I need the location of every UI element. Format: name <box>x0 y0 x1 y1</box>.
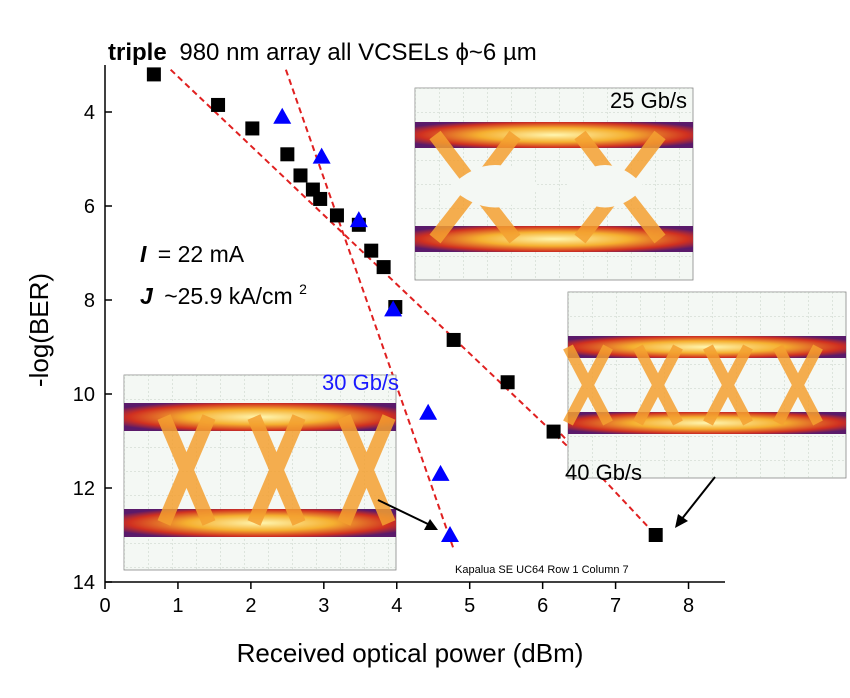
y-tick-label: 14 <box>73 572 95 594</box>
plot-axes <box>104 65 725 583</box>
arrow-40-gbps <box>675 476 716 528</box>
current-annotation: I = 22 mA <box>140 241 245 267</box>
arrow-30-gbps <box>377 499 438 530</box>
x-tick-label: 4 <box>391 595 402 617</box>
data-point <box>313 191 328 206</box>
label-40-gbps: 40 Gb/s <box>565 460 642 485</box>
eye-diagram-25gbps <box>414 87 694 281</box>
data-markers <box>146 67 663 542</box>
label-30-gbps: 30 Gb/s <box>322 370 399 395</box>
eye-inset-grid <box>568 292 846 478</box>
data-point <box>384 300 403 317</box>
chart-title: triple 980 nm array all VCSELs ϕ~6 µm <box>108 39 537 66</box>
fit-line <box>284 69 455 550</box>
arrow-line <box>377 499 431 526</box>
y-axis-label: -log(BER) <box>24 273 54 387</box>
y-tick-label: 6 <box>84 196 95 218</box>
current-density-exponent: 2 <box>299 281 307 297</box>
data-point <box>546 424 561 439</box>
data-point <box>648 528 663 542</box>
arrow-head <box>675 514 688 528</box>
chart-title-bold: triple <box>108 39 167 66</box>
data-point <box>273 107 292 124</box>
x-axis-label: Received optical power (dBm) <box>237 638 584 668</box>
footer-note: Kapalua SE UC64 Row 1 Column 7 <box>455 564 629 576</box>
arrow-head <box>424 519 438 530</box>
arrow-line <box>680 476 716 521</box>
eye-diagram-40gbps <box>563 291 847 479</box>
data-point <box>376 260 391 275</box>
x-tick-label: 3 <box>318 595 329 617</box>
current-density-symbol: J <box>140 283 154 309</box>
current-symbol: I <box>140 241 147 267</box>
eye-crossing <box>157 414 396 526</box>
eye-crossing <box>563 344 823 426</box>
x-tick-label: 5 <box>464 595 475 617</box>
chart-title-rest: 980 nm array all VCSELs ϕ~6 µm <box>179 39 536 66</box>
data-point <box>446 332 461 347</box>
y-tick-label: 12 <box>73 478 95 500</box>
y-tick-group: 4 6 8 10 12 14 <box>73 102 112 594</box>
data-point <box>280 147 295 162</box>
eye-diagram-30gbps <box>123 374 397 571</box>
data-point <box>312 147 331 164</box>
y-tick-label: 10 <box>73 384 95 406</box>
data-point <box>441 526 460 542</box>
current-density-value: ~25.9 kA/cm <box>164 283 292 309</box>
label-25-gbps: 25 Gb/s <box>610 88 687 113</box>
x-tick-label: 2 <box>245 595 256 617</box>
y-tick-label: 8 <box>84 290 95 312</box>
data-point <box>146 67 161 82</box>
x-tick-label: 6 <box>537 595 548 617</box>
current-density-annotation: J ~25.9 kA/cm 2 <box>140 281 307 309</box>
x-tick-label: 1 <box>172 595 183 617</box>
y-tick-label: 4 <box>84 102 95 124</box>
data-point <box>364 243 379 258</box>
data-point <box>293 168 308 183</box>
data-point <box>211 97 226 112</box>
data-point <box>245 121 260 136</box>
x-tick-group: 0 1 2 3 4 5 6 7 8 <box>99 582 694 617</box>
data-point <box>419 403 438 420</box>
data-point <box>431 464 450 481</box>
data-point <box>329 208 344 223</box>
current-value: = 22 mA <box>158 241 245 267</box>
x-tick-label: 0 <box>99 595 110 617</box>
data-point <box>500 375 515 390</box>
x-tick-label: 8 <box>683 595 694 617</box>
x-tick-label: 7 <box>610 595 621 617</box>
eye-opening <box>450 165 645 208</box>
data-point <box>349 211 368 228</box>
